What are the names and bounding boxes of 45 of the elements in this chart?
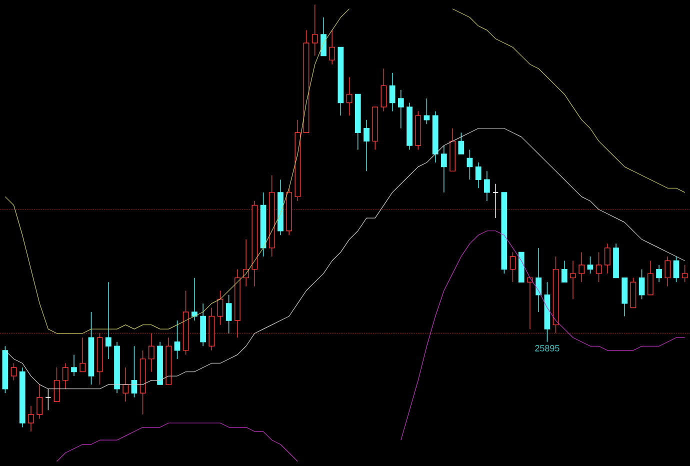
candlestick — [320, 17, 326, 56]
candlestick — [380, 68, 387, 112]
candlestick — [122, 367, 129, 402]
candlestick — [604, 243, 610, 274]
candlestick — [54, 367, 60, 402]
candlestick — [664, 256, 671, 287]
candlestick — [578, 252, 585, 282]
candlestick — [492, 184, 499, 218]
candlestick — [527, 277, 533, 330]
annotation: 25895 — [535, 345, 560, 352]
candlestick — [596, 252, 602, 282]
candlestick — [458, 132, 464, 154]
candlestick — [484, 170, 490, 202]
candlestick — [192, 277, 198, 321]
candlestick — [561, 260, 568, 282]
candlestick — [312, 4, 318, 56]
candlestick — [398, 90, 404, 129]
candlestick — [226, 294, 232, 334]
candlestick — [71, 354, 77, 376]
candlestick — [510, 252, 516, 282]
candlestick — [364, 120, 370, 172]
candlestick — [36, 384, 43, 420]
candlestick — [389, 72, 396, 112]
candlestick — [148, 332, 154, 372]
candlestick — [570, 260, 576, 300]
candlestick — [105, 282, 112, 360]
candlestick — [174, 320, 180, 360]
candlestick — [466, 149, 473, 180]
candlestick — [587, 256, 594, 274]
candlestick — [62, 362, 68, 390]
candlestick — [648, 260, 654, 296]
candlestick — [536, 248, 542, 312]
candlestick — [638, 268, 645, 300]
candlestick — [475, 162, 482, 189]
candlestick — [80, 337, 86, 372]
candlestick — [346, 76, 352, 116]
candlestick — [329, 30, 336, 65]
candlestick — [441, 145, 447, 193]
candlestick — [424, 98, 430, 124]
candlestick — [28, 406, 34, 432]
candlestick — [673, 256, 680, 282]
candlestick — [656, 264, 662, 282]
candlestick — [45, 388, 52, 411]
candlestick — [217, 290, 224, 326]
candlestick — [10, 362, 17, 381]
